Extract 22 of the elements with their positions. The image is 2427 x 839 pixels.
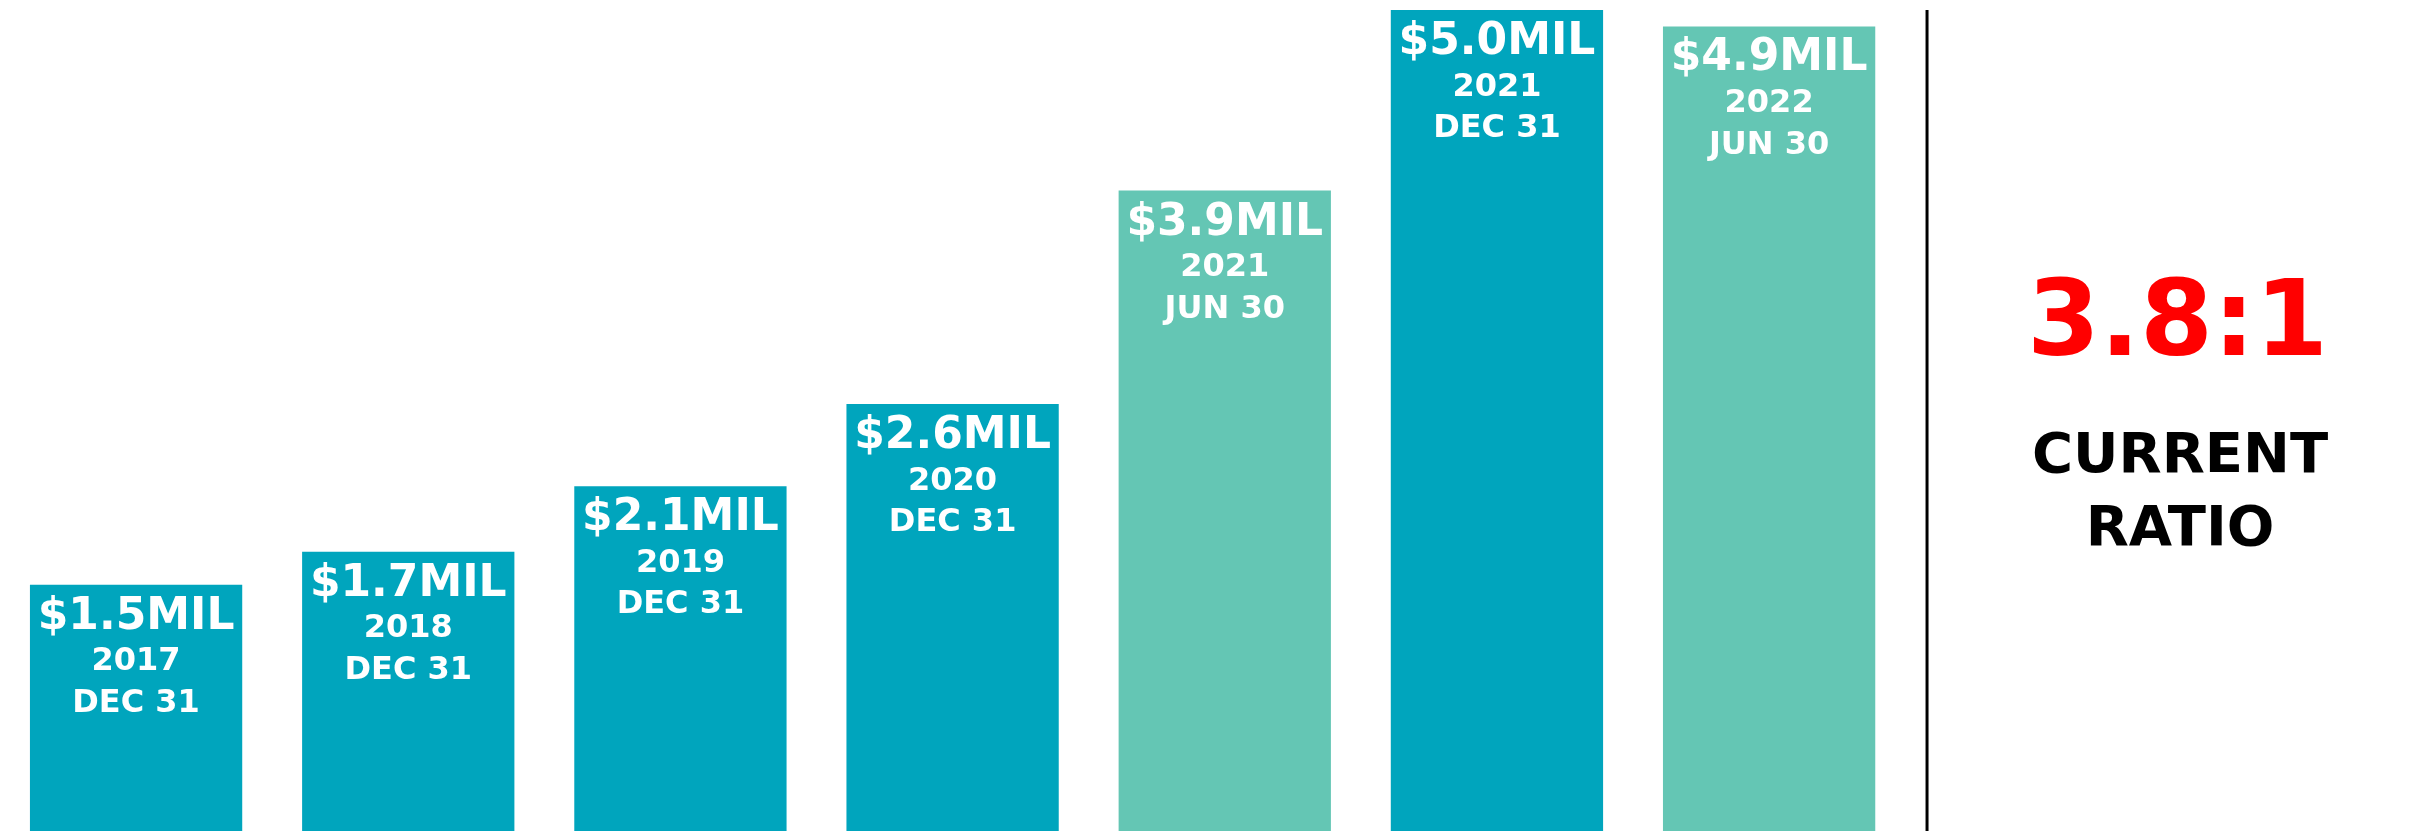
data-label: $1.5MIL xyxy=(37,587,235,639)
data-label: $2.6MIL xyxy=(854,407,1051,459)
x-tick-label: 2018 DEC 31 xyxy=(344,607,473,688)
x-tick-label: 2017 DEC 31 xyxy=(72,640,200,720)
data-label: $1.7MIL xyxy=(309,554,507,606)
bar xyxy=(302,551,515,831)
data-label: $3.9MIL xyxy=(1126,193,1324,245)
x-tick-label: 2021 JUN 30 xyxy=(1162,246,1285,326)
data-label: $4.9MIL xyxy=(1670,29,1868,81)
bar xyxy=(1118,190,1331,831)
bar xyxy=(1662,26,1876,831)
data-label: $5.0MIL xyxy=(1398,13,1596,64)
bar xyxy=(574,486,787,831)
text: 3.8:1 xyxy=(2027,258,2329,380)
x-tick-label: 2021 DEC 31 xyxy=(1433,65,1561,146)
data-label: $2.1MIL xyxy=(582,489,779,541)
text: CURRENT RATIO xyxy=(2032,420,2329,558)
x-tick-label: 2022 JUN 30 xyxy=(1706,82,1830,162)
x-tick-label: 2019 DEC 31 xyxy=(616,541,745,622)
bar xyxy=(846,404,1059,831)
x-tick-label: 2020 DEC 31 xyxy=(888,459,1017,540)
bar xyxy=(1390,10,1604,831)
